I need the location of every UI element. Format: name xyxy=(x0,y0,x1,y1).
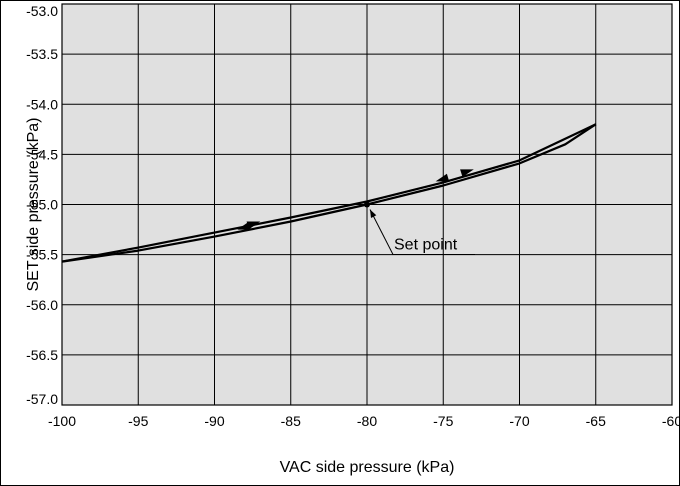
x-axis-title: VAC side pressure (kPa) xyxy=(280,459,455,476)
x-tick-label: -60 xyxy=(662,413,680,429)
x-tick-label: -85 xyxy=(281,413,301,429)
y-tick-label: -56.0 xyxy=(26,297,58,313)
y-tick-label: -55.5 xyxy=(26,247,58,263)
set-point-marker xyxy=(364,201,370,208)
direction-arrow-left xyxy=(237,221,251,230)
y-tick-label: -53.0 xyxy=(26,3,58,19)
direction-arrow-right xyxy=(460,169,474,177)
x-tick-label: -100 xyxy=(48,413,76,429)
x-tick-label: -80 xyxy=(357,413,377,429)
y-tick-label: -55.0 xyxy=(26,197,58,213)
set-point-leader-arrow xyxy=(370,209,377,218)
set-point-label: Set point xyxy=(394,237,458,254)
y-tick-label: -53.5 xyxy=(26,46,58,62)
series-line-increasing xyxy=(61,123,597,263)
y-tick-label: -57.0 xyxy=(26,391,58,407)
y-tick-label: -54.0 xyxy=(26,96,58,112)
y-tick-label: -56.5 xyxy=(26,347,58,363)
x-tick-label: -70 xyxy=(509,413,529,429)
direction-arrow-left xyxy=(435,173,450,182)
x-tick-label: -90 xyxy=(204,413,224,429)
x-tick-label: -75 xyxy=(433,413,453,429)
x-tick-label: -95 xyxy=(128,413,148,429)
y-tick-label: -54.5 xyxy=(26,146,58,162)
x-tick-label: -65 xyxy=(586,413,606,429)
set-point-leader xyxy=(369,209,475,255)
y-axis-title: SET side pressure (kPa) xyxy=(25,118,42,292)
plot-frame xyxy=(61,3,673,406)
